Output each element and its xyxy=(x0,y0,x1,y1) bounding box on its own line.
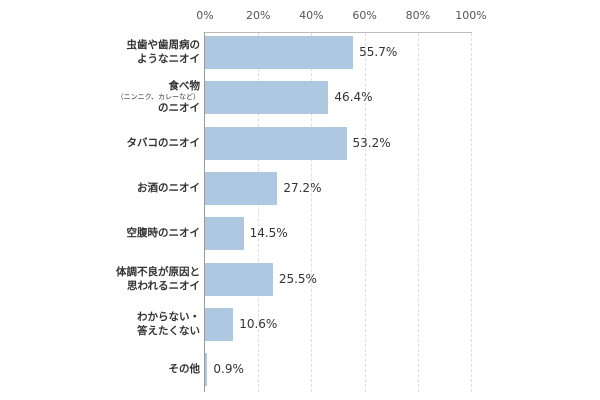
category-label: タバコのニオイ xyxy=(70,127,201,160)
chart-top-border xyxy=(205,32,472,33)
bar xyxy=(205,127,347,160)
category-label: お酒のニオイ xyxy=(70,172,200,205)
gridline xyxy=(311,33,313,392)
category-label-line: お酒のニオイ xyxy=(137,181,200,194)
bar xyxy=(205,353,208,386)
value-label: 55.7% xyxy=(359,45,398,59)
bar xyxy=(205,263,273,296)
x-tick-label: 20% xyxy=(245,9,271,22)
value-label: 46.4% xyxy=(334,90,373,104)
category-label-line: 虫歯や歯周病の xyxy=(126,38,201,51)
value-label: 25.5% xyxy=(278,272,317,286)
y-axis-line xyxy=(204,32,205,392)
value-label: 27.2% xyxy=(283,181,322,195)
category-label-line: （ニンニク、カレーなど） xyxy=(116,93,200,102)
gridline xyxy=(471,33,472,392)
bar xyxy=(205,172,278,205)
bar xyxy=(205,36,354,69)
category-label: 虫歯や歯周病の ようなニオイ xyxy=(70,36,201,69)
category-label-line: 体調不良が原因と xyxy=(116,265,200,278)
category-label-line: 答えたくない xyxy=(137,324,200,337)
category-label: 食べ物 （ニンニク、カレーなど） のニオイ xyxy=(70,79,201,114)
bar xyxy=(205,81,329,114)
x-tick-label: 60% xyxy=(352,9,377,22)
x-tick-label: 40% xyxy=(299,9,324,22)
category-label-line: タバコのニオイ xyxy=(126,136,201,149)
x-tick-label: 100% xyxy=(455,9,487,22)
category-label: 空腹時のニオイ xyxy=(70,217,201,250)
gridline xyxy=(364,33,366,392)
category-label: その他 xyxy=(70,353,201,386)
value-label: 53.2% xyxy=(352,136,391,150)
bar xyxy=(205,217,244,250)
gridline xyxy=(417,33,419,392)
value-label: 0.9% xyxy=(213,362,244,376)
value-label: 14.5% xyxy=(249,226,288,240)
bar xyxy=(205,308,234,341)
category-label-line: 食べ物 xyxy=(168,79,201,92)
category-label: わからない・ 答えたくない xyxy=(70,308,200,341)
category-label-line: ようなニオイ xyxy=(137,52,200,65)
gridline xyxy=(258,33,260,392)
category-label-line: わからない・ xyxy=(137,310,200,323)
x-tick-label: 0% xyxy=(196,9,214,22)
x-tick-label: 80% xyxy=(405,9,431,22)
category-label-line: 空腹時のニオイ xyxy=(126,226,201,239)
value-label: 10.6% xyxy=(239,317,278,331)
category-label-line: 思われるニオイ xyxy=(127,279,200,292)
category-label-line: その他 xyxy=(168,362,201,375)
category-label-line: のニオイ xyxy=(158,101,200,114)
category-label: 体調不良が原因と 思われるニオイ xyxy=(70,263,200,296)
